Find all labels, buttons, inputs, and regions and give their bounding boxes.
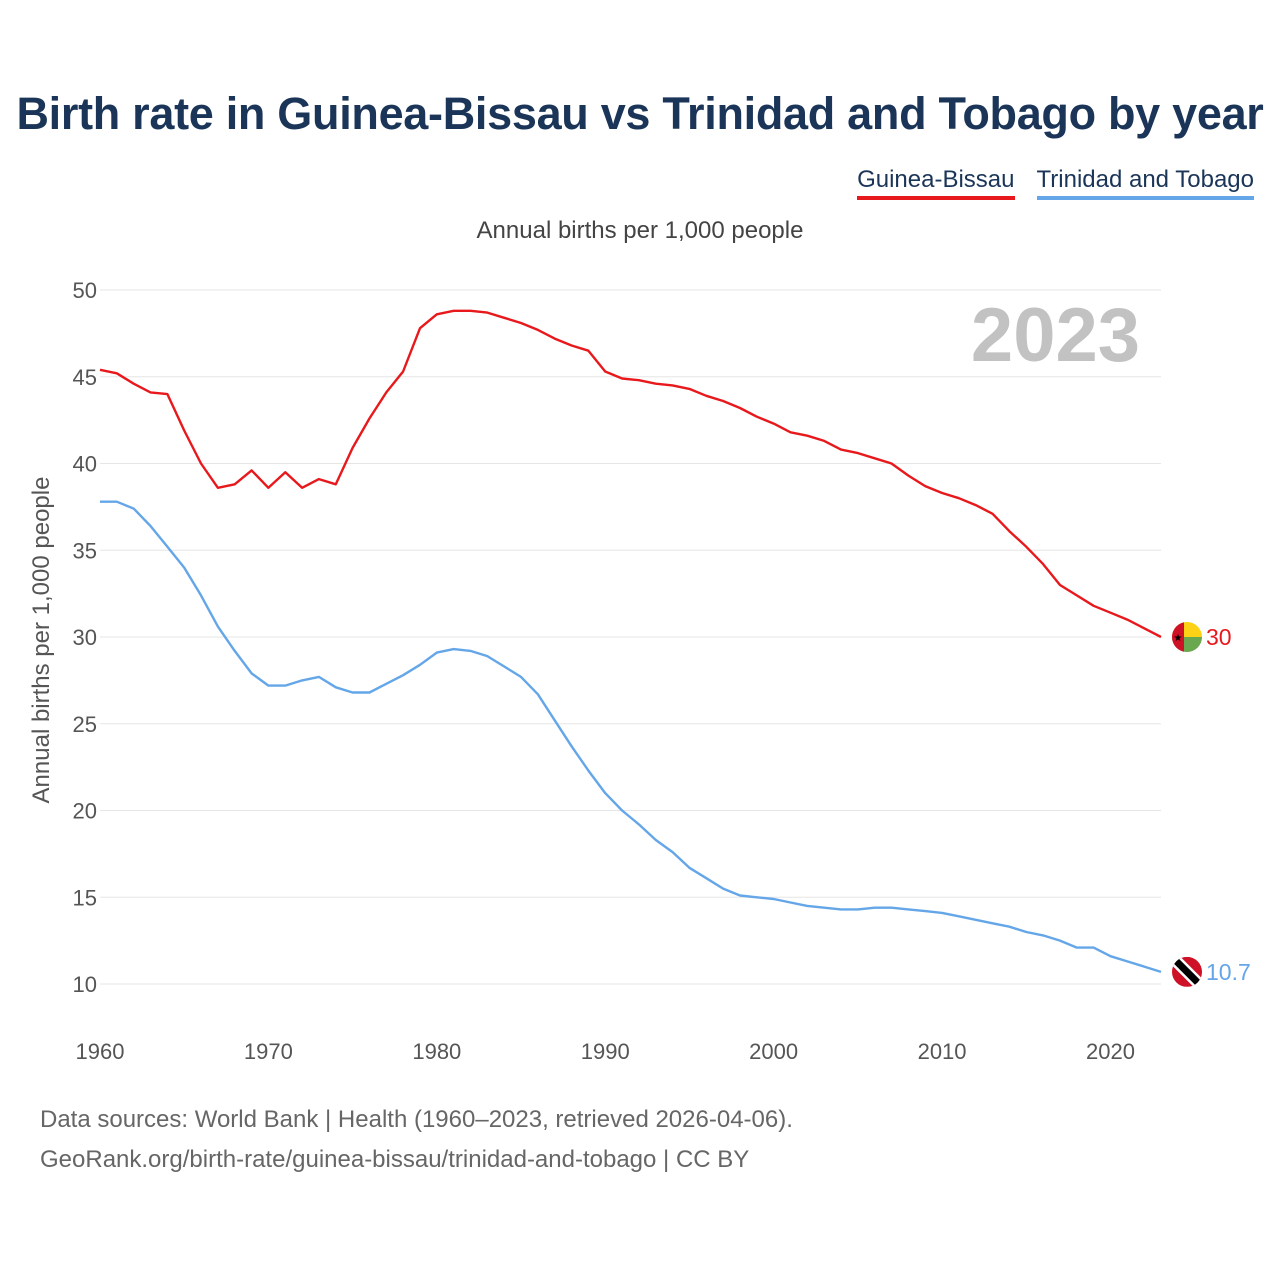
- chart-title: Birth rate in Guinea-Bissau vs Trinidad …: [16, 88, 1264, 139]
- x-tick-label-1980: 1980: [412, 1039, 461, 1064]
- legend-item-guinea-bissau[interactable]: Guinea-Bissau: [857, 166, 1015, 200]
- x-tick-label-2020: 2020: [1086, 1039, 1135, 1064]
- y-tick-label-15: 15: [73, 885, 97, 910]
- y-tick-label-35: 35: [73, 538, 97, 563]
- chart-subtitle: Annual births per 1,000 people: [476, 217, 804, 244]
- y-tick-label-40: 40: [73, 452, 97, 477]
- trinidad-and-tobago-flag-icon: [1172, 956, 1202, 987]
- series-line-trinidad-and-tobago: [100, 500, 1162, 974]
- x-tick-label-1960: 1960: [76, 1039, 125, 1064]
- y-tick-label-10: 10: [73, 972, 97, 997]
- year-watermark: 2023: [971, 293, 1140, 378]
- svg-text:★: ★: [1174, 633, 1183, 644]
- guinea-bissau-flag-icon: ★: [1172, 622, 1202, 652]
- y-tick-label-25: 25: [73, 712, 97, 737]
- x-tick-label-2010: 2010: [918, 1039, 967, 1064]
- y-tick-label-20: 20: [73, 799, 97, 824]
- series-line-guinea-bissau: [99, 309, 1162, 639]
- legend: Guinea-Bissau Trinidad and Tobago: [857, 166, 1254, 200]
- x-tick-label-2000: 2000: [749, 1039, 798, 1064]
- legend-item-trinidad-and-tobago[interactable]: Trinidad and Tobago: [1036, 166, 1254, 200]
- source-line-1: Data sources: World Bank | Health (1960–…: [40, 1106, 793, 1133]
- y-tick-label-30: 30: [73, 625, 97, 650]
- end-label-guinea-bissau: 30: [1206, 624, 1232, 650]
- x-tick-label-1990: 1990: [581, 1039, 630, 1064]
- y-tick-label-50: 50: [73, 278, 97, 303]
- source-line-2[interactable]: GeoRank.org/birth-rate/guinea-bissau/tri…: [40, 1146, 750, 1173]
- end-label-trinidad-and-tobago: 10.7: [1206, 959, 1251, 985]
- y-tick-label-45: 45: [73, 365, 97, 390]
- x-tick-label-1970: 1970: [244, 1039, 293, 1064]
